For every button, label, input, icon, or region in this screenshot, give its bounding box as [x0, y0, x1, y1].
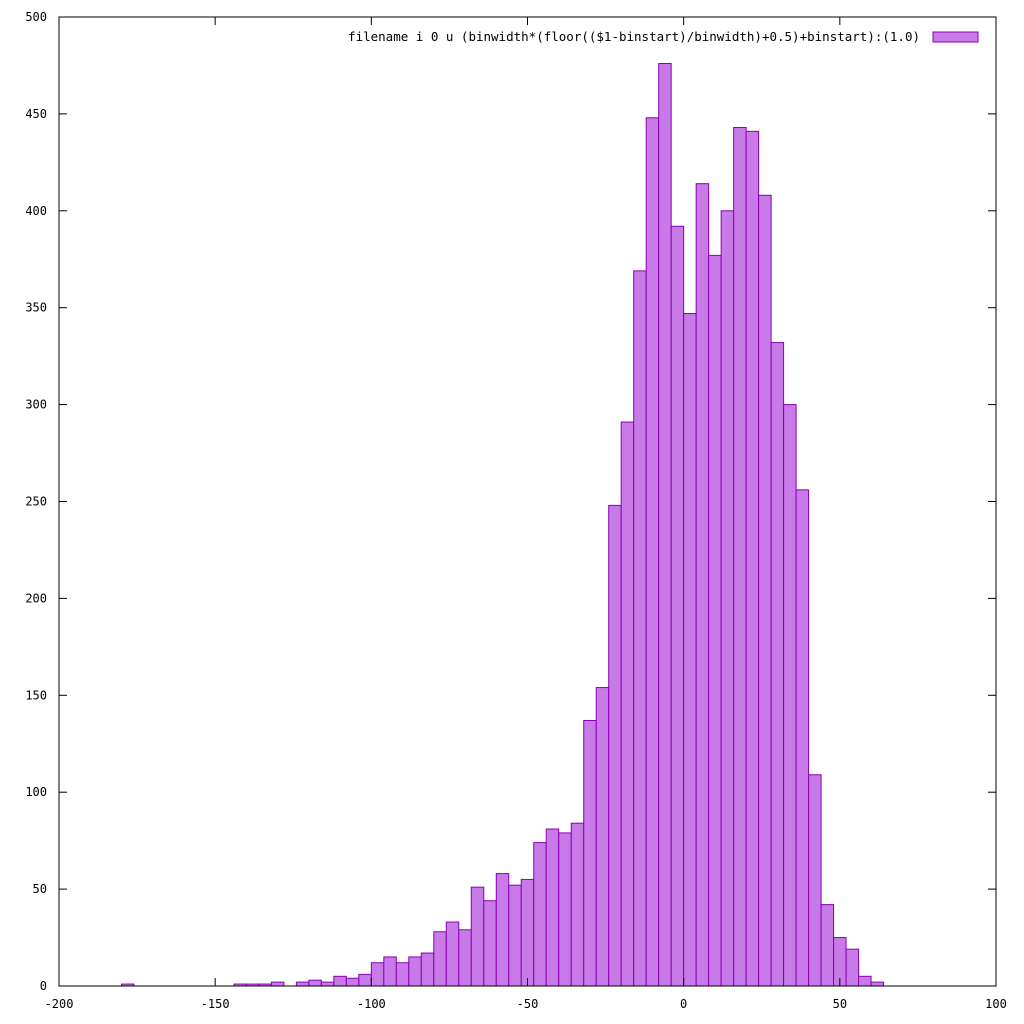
histogram-bar	[658, 63, 672, 987]
histogram-bar	[620, 421, 635, 987]
histogram-bar	[495, 873, 510, 987]
histogram-bar	[333, 975, 347, 987]
histogram-bar	[545, 828, 560, 987]
histogram-bar	[695, 183, 710, 987]
histogram-bar	[595, 687, 610, 987]
histogram-bar	[270, 981, 285, 987]
histogram-bar	[295, 981, 310, 987]
histogram-bar	[395, 962, 410, 987]
y-tick-label: 500	[25, 10, 47, 24]
histogram-bar	[533, 842, 547, 987]
histogram-bar	[683, 313, 697, 987]
y-tick-label: 0	[40, 979, 47, 993]
histogram-bar	[820, 904, 835, 987]
histogram-bar	[583, 719, 597, 987]
histogram-bar	[633, 270, 647, 987]
histogram-bar	[358, 973, 372, 987]
x-tick-label: -200	[45, 997, 74, 1011]
histogram-bar	[733, 126, 747, 987]
x-tick-label: 100	[985, 997, 1007, 1011]
y-tick-label: 100	[25, 785, 47, 799]
histogram-bar	[570, 822, 585, 987]
histogram-bar	[645, 117, 660, 987]
histogram-bar	[845, 948, 860, 987]
histogram-bar	[408, 956, 422, 987]
histogram-bar	[608, 504, 622, 987]
histogram-bar	[770, 342, 785, 987]
x-tick-label: 50	[833, 997, 847, 1011]
histogram-bar	[783, 404, 797, 987]
bars-group	[120, 63, 885, 987]
histogram-bar	[670, 225, 685, 987]
y-tick-label: 150	[25, 688, 47, 702]
y-tick-label: 350	[25, 301, 47, 315]
histogram-bar	[858, 975, 872, 987]
histogram-bar	[808, 774, 822, 987]
histogram-bar	[720, 210, 735, 987]
histogram-bar	[445, 921, 460, 987]
x-tick-label: -100	[357, 997, 386, 1011]
x-tick-label: -50	[517, 997, 539, 1011]
histogram-bar	[470, 886, 485, 987]
y-tick-label: 50	[33, 882, 47, 896]
histogram-bar	[508, 884, 522, 987]
histogram-bar	[383, 956, 397, 987]
histogram-bar	[320, 981, 335, 987]
legend-label: filename i 0 u (binwidth*(floor(($1-bins…	[348, 29, 920, 44]
legend: filename i 0 u (binwidth*(floor(($1-bins…	[348, 29, 979, 44]
histogram-bar	[758, 194, 772, 987]
histogram-bar	[795, 489, 810, 987]
histogram-bar	[483, 900, 497, 987]
histogram-bar	[370, 962, 385, 987]
histogram-bar	[870, 981, 885, 987]
y-tick-label: 300	[25, 398, 47, 412]
y-tick-label: 450	[25, 107, 47, 121]
histogram-bar	[708, 254, 722, 987]
histogram-bar	[558, 832, 572, 987]
plot-frame	[58, 16, 997, 987]
histogram-bar	[520, 878, 535, 987]
histogram-bar	[458, 929, 472, 987]
legend-swatch	[932, 31, 979, 43]
x-tick-label: -150	[201, 997, 230, 1011]
y-tick-label: 250	[25, 495, 47, 509]
y-tick-label: 200	[25, 591, 47, 605]
histogram-bar	[433, 931, 447, 987]
histogram-bar	[308, 979, 322, 987]
histogram-bar	[345, 977, 360, 987]
y-tick-label: 400	[25, 204, 47, 218]
histogram-bar	[745, 130, 760, 987]
x-tick-label: 0	[680, 997, 687, 1011]
histogram-bar	[420, 952, 435, 987]
